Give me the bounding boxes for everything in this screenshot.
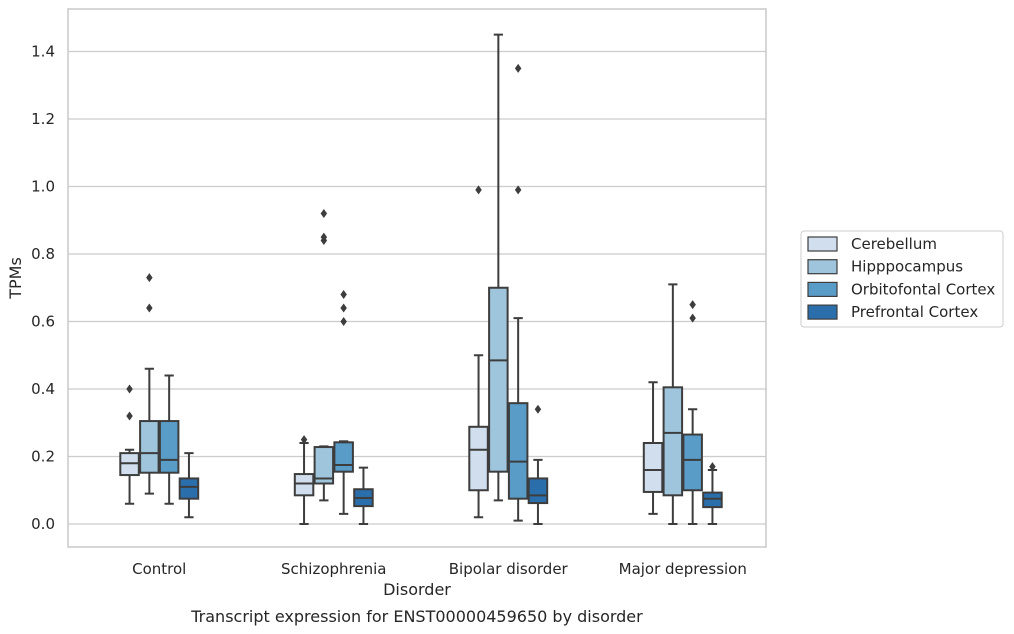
legend-label: Cerebellum — [851, 235, 937, 253]
y-tick-label: 1.2 — [31, 110, 55, 128]
outlier-marker — [340, 290, 347, 299]
box-body — [662, 386, 684, 497]
box-body — [139, 420, 160, 474]
box-body — [507, 402, 529, 500]
chart-caption: Transcript expression for ENST0000045965… — [190, 607, 643, 626]
box-2-0 — [468, 185, 489, 519]
box-2-2 — [507, 63, 529, 522]
box-body — [178, 477, 200, 500]
box-0-0 — [119, 384, 140, 505]
y-tick-label: 1.4 — [31, 43, 55, 61]
outlier-marker — [320, 209, 328, 218]
box-body — [488, 286, 509, 473]
legend-label: Hipppocampus — [851, 258, 963, 276]
y-tick-label: 0.6 — [31, 313, 55, 331]
box-2-3 — [527, 404, 549, 525]
box-1-2 — [333, 290, 354, 515]
box-body — [293, 473, 315, 497]
grid-lines — [68, 50, 766, 525]
y-axis-ticks: 0.0 0.2 0.4 0.6 0.8 1.0 1.2 1.4 — [31, 43, 55, 534]
outlier-marker — [340, 317, 347, 326]
legend-label: Prefrontal Cortex — [851, 303, 978, 321]
box-body — [642, 442, 664, 493]
outlier-marker — [300, 435, 308, 445]
legend-swatch — [807, 304, 838, 320]
box-0-1 — [139, 273, 160, 495]
outlier-marker — [475, 185, 482, 195]
legend-swatch — [807, 236, 838, 252]
outlier-marker — [146, 303, 153, 313]
outlier-marker — [340, 303, 347, 313]
box-0-3 — [178, 452, 200, 519]
box-plot-groups — [119, 33, 723, 525]
box-body — [702, 491, 723, 509]
outlier-marker — [146, 273, 153, 283]
box-body — [527, 477, 549, 505]
legend-label: Orbitofontal Cortex — [851, 280, 995, 298]
x-tick-label: Major depression — [619, 560, 747, 578]
legend: Cerebellum Hipppocampus Orbitofontal Corte… — [800, 230, 1004, 328]
x-axis-title: Disorder — [383, 580, 451, 599]
x-tick-label: Control — [132, 560, 186, 578]
x-tick-label: Schizophrenia — [281, 560, 386, 578]
box-3-0 — [642, 381, 664, 515]
box-1-3 — [353, 466, 374, 525]
box-body — [682, 433, 703, 492]
plot-frame — [67, 8, 767, 548]
outlier-marker — [689, 313, 696, 323]
box-3-3 — [702, 462, 723, 525]
box-1-1 — [313, 209, 335, 502]
box-body — [313, 446, 335, 485]
x-tick-label: Bipolar disorder — [449, 560, 569, 578]
y-tick-label: 0.2 — [31, 448, 55, 466]
legend-frame — [800, 230, 1004, 328]
box-3-1 — [662, 283, 684, 525]
outlier-marker — [126, 384, 133, 394]
y-tick-label: 0.4 — [31, 380, 55, 398]
outlier-marker — [514, 63, 522, 73]
box-body — [468, 425, 489, 492]
y-tick-label: 0.8 — [31, 245, 55, 263]
y-axis-title: TPMs — [6, 257, 25, 300]
box-3-2 — [682, 300, 703, 525]
outlier-marker — [320, 232, 328, 242]
y-tick-label: 1.0 — [31, 178, 55, 196]
box-1-0 — [293, 435, 315, 525]
box-0-2 — [158, 374, 180, 505]
outlier-marker — [514, 185, 522, 195]
box-body — [333, 441, 354, 473]
outlier-marker — [689, 300, 696, 310]
y-tick-label: 0.0 — [31, 515, 55, 533]
box-body — [158, 420, 180, 474]
legend-swatch — [807, 259, 838, 275]
x-axis-ticks: Control Schizophrenia Bipolar disorder Majo… — [132, 560, 747, 578]
box-2-1 — [488, 33, 509, 502]
legend-swatch — [807, 281, 838, 297]
outlier-marker — [534, 404, 542, 414]
outlier-marker — [709, 462, 716, 472]
outlier-marker — [126, 411, 133, 421]
